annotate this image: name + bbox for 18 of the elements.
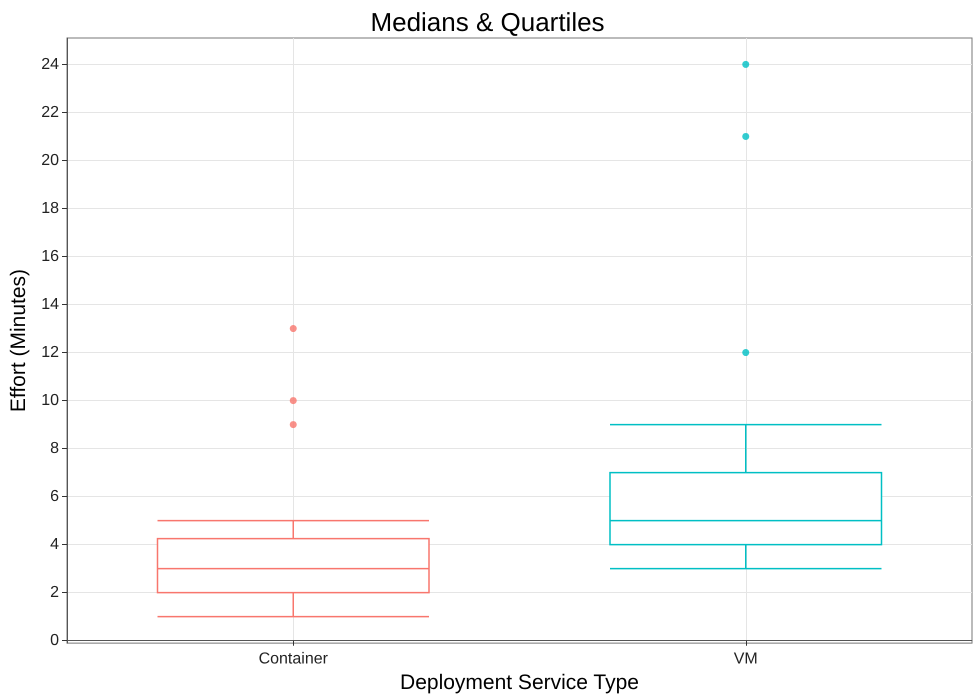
chart-title: Medians & Quartiles <box>370 7 605 37</box>
x-tick-label: Container <box>258 650 329 668</box>
x-axis-title: Deployment Service Type <box>400 671 639 694</box>
y-tick-label: 16 <box>41 248 60 266</box>
y-tick-label: 14 <box>41 296 60 314</box>
y-tick-label: 10 <box>41 392 60 410</box>
y-tick-label: 6 <box>50 488 60 506</box>
y-tick-label: 12 <box>41 344 60 362</box>
y-tick-label: 0 <box>50 632 60 650</box>
y-axis-title: Effort (Minutes) <box>7 268 30 412</box>
y-tick-label: 24 <box>41 56 60 73</box>
y-tick-label: 4 <box>50 536 60 554</box>
x-tick-label: VM <box>734 650 758 668</box>
y-tick-label: 8 <box>50 440 60 458</box>
y-tick-label: 20 <box>41 152 60 169</box>
y-tick-label: 18 <box>41 200 60 217</box>
y-tick-label: 2 <box>50 584 60 602</box>
y-tick-label: 22 <box>41 104 60 121</box>
